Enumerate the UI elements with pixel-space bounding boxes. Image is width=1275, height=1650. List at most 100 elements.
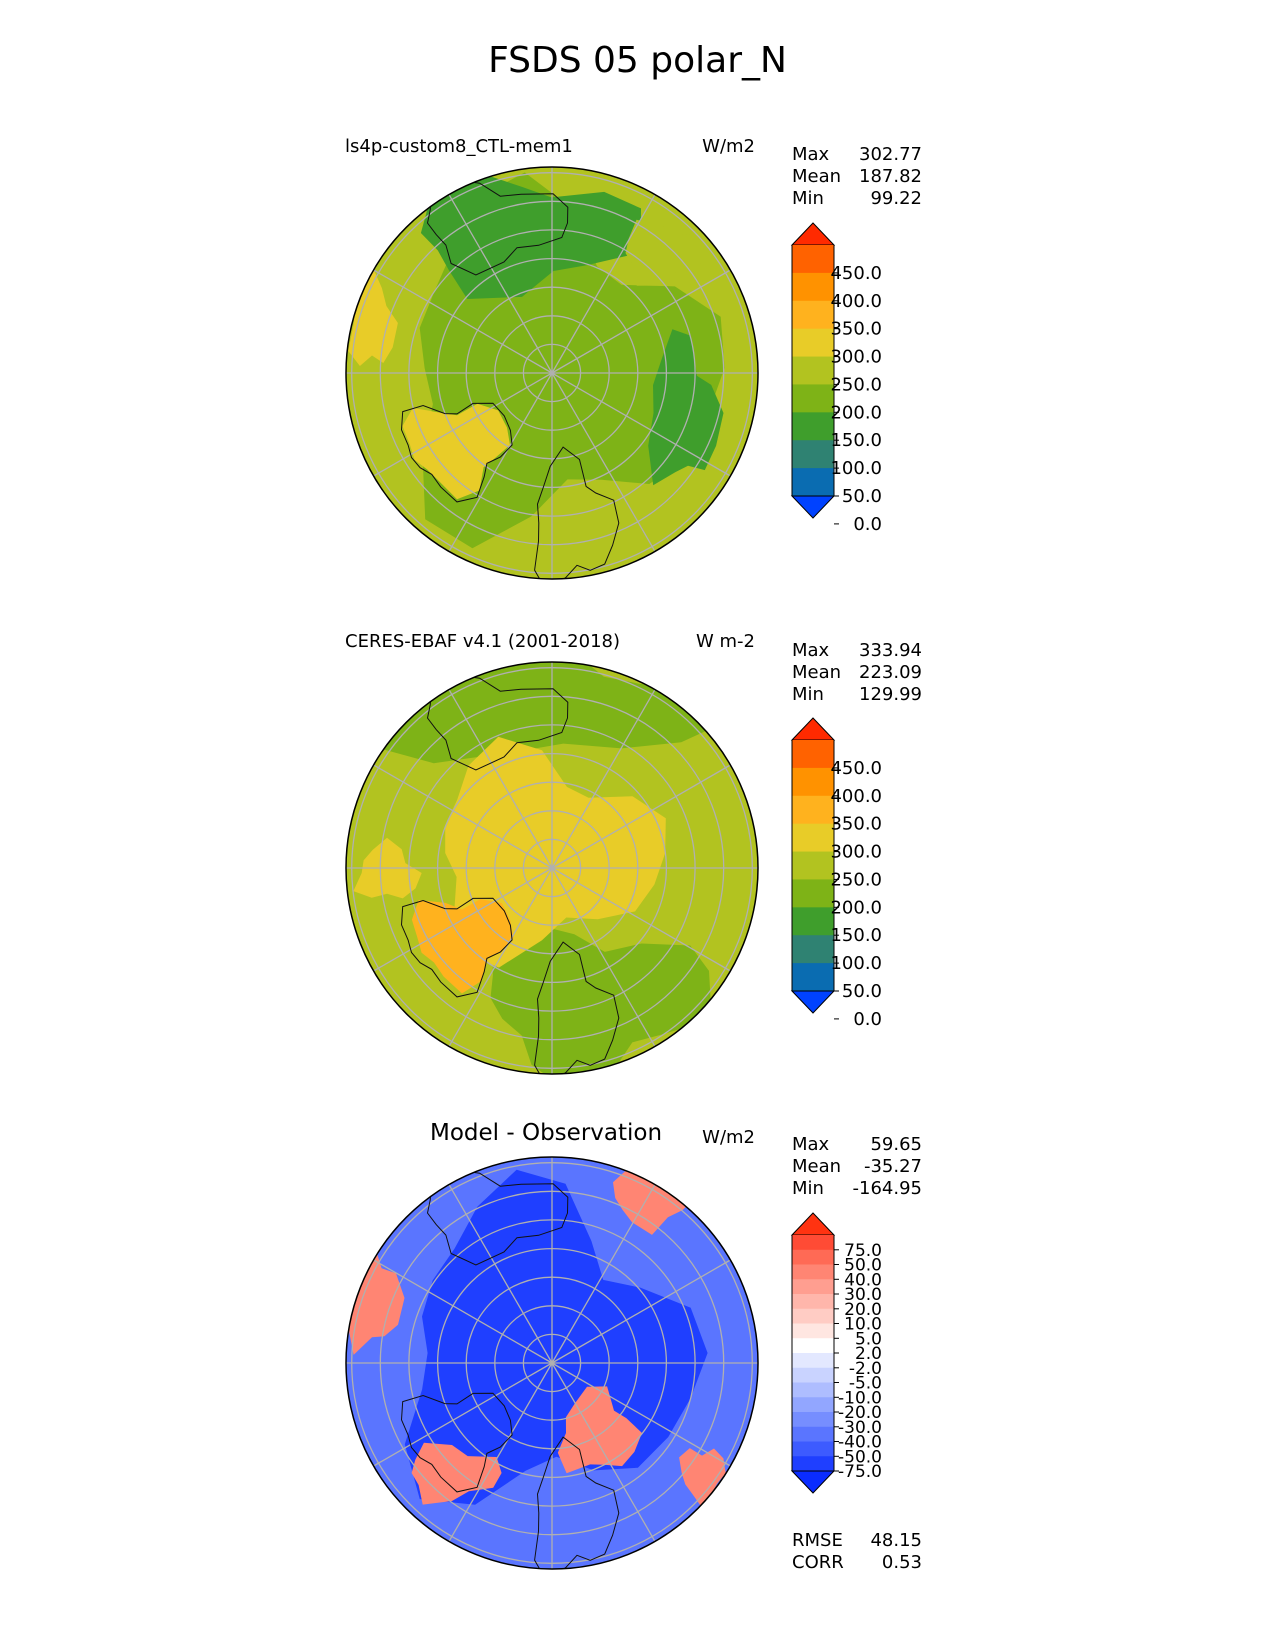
meridian	[373, 1259, 553, 1364]
colorbar-extend-min	[790, 495, 836, 519]
colorbar-tick-label: 350.0	[830, 814, 882, 835]
meridian	[551, 194, 656, 374]
coastline-greenland	[400, 897, 513, 998]
colorbar-swatch	[792, 740, 834, 769]
latitude-circle	[494, 315, 610, 431]
meridian	[551, 1362, 656, 1542]
colorbar-swatch	[792, 823, 834, 853]
meridian	[551, 1362, 731, 1467]
panel-units-obs: W m-2	[695, 631, 755, 652]
stat-max: Max 333.94	[792, 640, 922, 661]
latitude-circle	[436, 257, 668, 489]
gridlines	[346, 167, 758, 579]
colorbar-swatch	[792, 412, 834, 441]
colorbar-0: 450.0 400.0 350.0 300.0 250.0 200.0 150.0 100.0…	[790, 222, 882, 535]
latitude-circle	[465, 781, 639, 955]
colorbar-outline	[791, 245, 835, 496]
panel-units-diff: W/m2	[702, 1127, 755, 1148]
panel-title-diff: Model - Observation	[430, 1120, 663, 1146]
panel-units-model: W/m2	[702, 136, 755, 157]
colorbar-swatch	[792, 328, 834, 358]
colorbar-extend-max	[790, 1212, 836, 1236]
colorbar-swatch	[792, 879, 834, 908]
coastline-europe	[534, 1436, 620, 1569]
meridian	[551, 372, 731, 477]
field-arctic	[445, 736, 666, 968]
field-positive-west	[347, 1237, 405, 1355]
latitude-circle	[379, 695, 725, 1041]
colorbar-outline	[791, 740, 835, 991]
colorbar-swatch	[792, 1308, 834, 1324]
colorbar-swatch	[792, 851, 834, 880]
colorbar-tick-label: 100.0	[830, 458, 882, 479]
colorbar-tick-label: 2.0	[855, 1344, 882, 1364]
polar-map-1	[345, 661, 759, 1075]
latitude-circle	[522, 343, 582, 403]
colorbar-tick-label: 50.0	[842, 486, 882, 507]
colorbar-swatch	[792, 1338, 834, 1354]
colorbar-outline	[791, 1235, 835, 1471]
latitude-circle	[351, 667, 753, 1069]
colorbar-tick-label: -50.0	[838, 1447, 882, 1467]
colorbar-tick-label: 100.0	[830, 953, 882, 974]
meridian	[551, 1259, 731, 1364]
colorbar-tick-label: -5.0	[849, 1374, 882, 1394]
colorbar-tick-label: -10.0	[838, 1388, 882, 1408]
meridian	[448, 1362, 553, 1542]
coastline-asia	[426, 672, 569, 771]
field-background	[346, 167, 758, 579]
colorbar-tick-label: 0.0	[853, 514, 882, 535]
coastline-europe	[534, 941, 620, 1074]
colorbar-swatch	[792, 1382, 834, 1398]
colorbar-tick-label: 150.0	[830, 925, 882, 946]
colorbar-tick-label: 50.0	[842, 981, 882, 1002]
meridian	[373, 764, 553, 869]
latitude-circle	[379, 1190, 725, 1536]
metric-corr: CORR 0.53	[792, 1552, 922, 1573]
colorbar-tick-label: -30.0	[838, 1418, 882, 1438]
meridian	[373, 1362, 553, 1467]
polar-map-0	[345, 166, 759, 580]
colorbar-tick-label: -2.0	[849, 1359, 882, 1379]
field-positive-ne	[613, 1168, 696, 1235]
meridian	[448, 689, 553, 869]
map-border	[345, 661, 759, 1075]
colorbar-tick-label: 10.0	[844, 1315, 882, 1335]
colorbar-extend-min	[790, 1470, 836, 1494]
latitude-circle	[494, 810, 610, 926]
panel-title-obs: CERES-EBAF v4.1 (2001-2018)	[345, 631, 621, 652]
polar-map-2	[345, 1156, 759, 1570]
colorbar-swatch	[792, 468, 834, 497]
colorbar-tick-label: 75.0	[844, 1241, 882, 1261]
meridian	[373, 269, 553, 374]
colorbar-tick-label: -40.0	[838, 1433, 882, 1453]
colorbar-swatch	[792, 1294, 834, 1310]
panel-title-model: ls4p-custom8_CTL-mem1	[345, 136, 573, 157]
stats-obs: Max 333.94 Mean 223.09 Min 129.99	[792, 640, 922, 706]
colorbar-tick-label: -75.0	[838, 1462, 882, 1482]
field-positive-sw	[411, 1442, 502, 1505]
meridian	[448, 194, 553, 374]
meridian	[551, 867, 656, 1047]
field-background	[346, 662, 758, 1074]
colorbar-swatch	[792, 767, 834, 797]
coastline-europe	[534, 446, 620, 579]
colorbar-swatch	[792, 1441, 834, 1457]
latitude-circle	[379, 200, 725, 546]
colorbar-swatch	[792, 1249, 834, 1265]
field-west-patch	[353, 837, 422, 899]
field-greenland	[402, 403, 510, 500]
field-land-band	[379, 662, 743, 764]
meridian	[551, 689, 656, 869]
meridian	[448, 867, 553, 1047]
field-arctic	[419, 172, 725, 549]
meridian	[373, 372, 553, 477]
colorbar-tick-label: 300.0	[830, 842, 882, 863]
stat-max: Max 302.77	[792, 144, 922, 165]
colorbar-swatch	[792, 907, 834, 936]
latitude-circle	[494, 1305, 610, 1421]
latitude-circle	[436, 1247, 668, 1479]
colorbar-swatch	[792, 1426, 834, 1442]
meridian	[448, 372, 553, 552]
